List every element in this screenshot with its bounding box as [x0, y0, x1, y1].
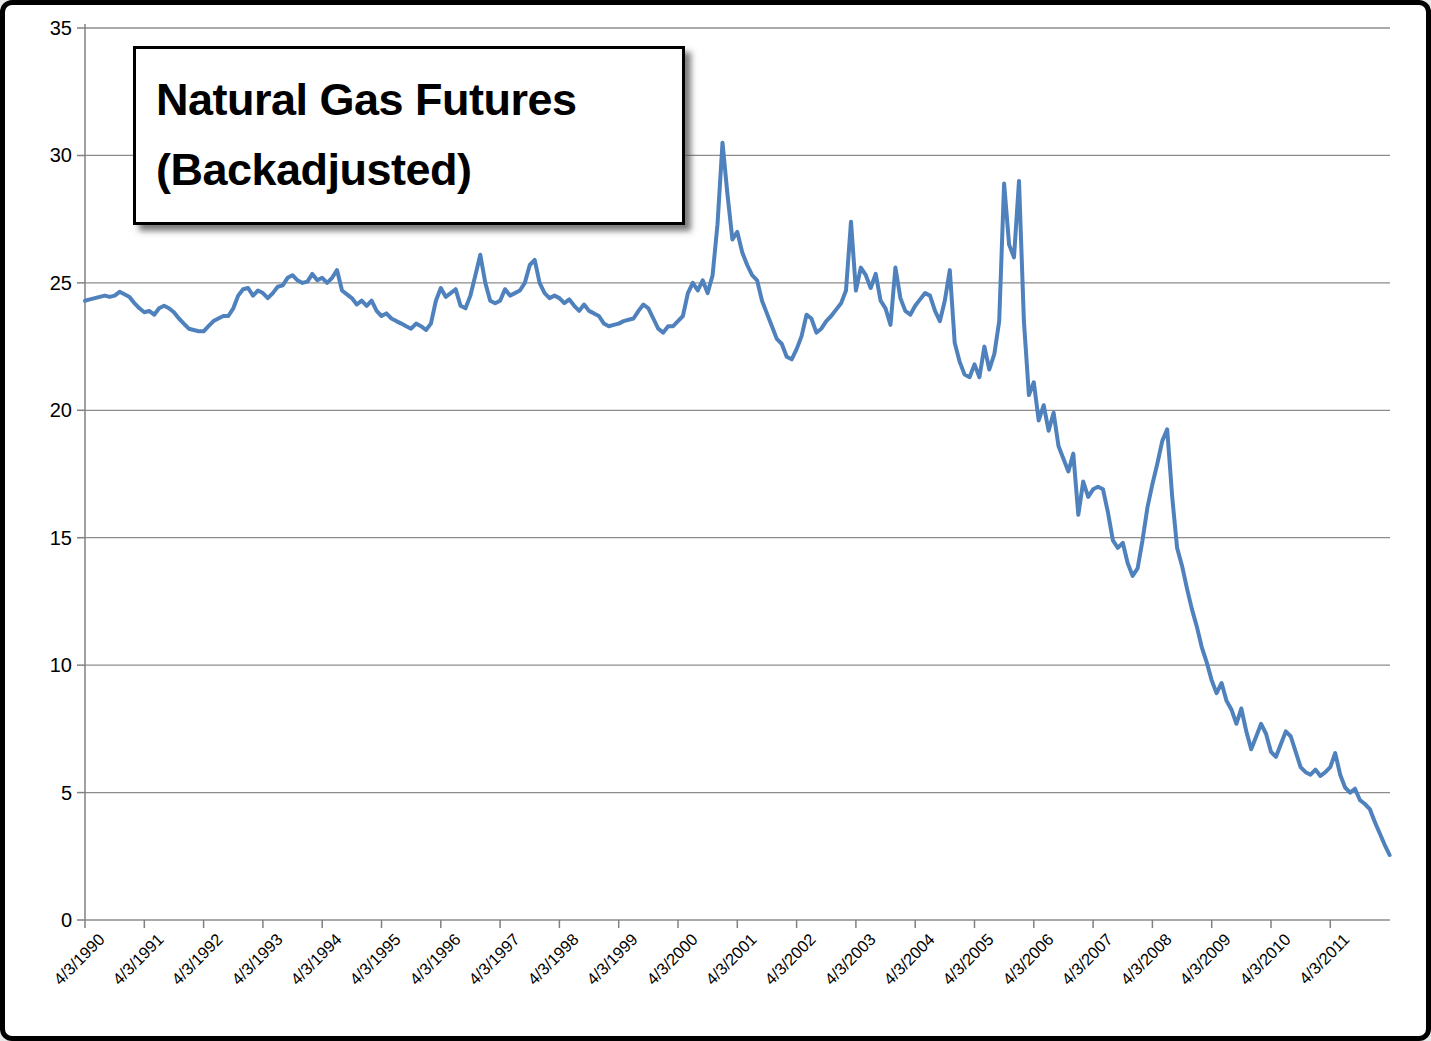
chart-canvas: 05101520253035 4/3/19904/3/19914/3/19924… [0, 0, 1431, 1041]
y-tick-label-15: 15 [14, 527, 72, 549]
chart-title-line1: Natural Gas Futures [156, 65, 682, 135]
y-tick-label-25: 25 [14, 272, 72, 294]
chart-title-box: Natural Gas Futures (Backadjusted) [133, 46, 685, 225]
y-tick-label-35: 35 [14, 17, 72, 39]
y-tick-label-20: 20 [14, 399, 72, 421]
y-tick-label-30: 30 [14, 144, 72, 166]
y-tick-label-5: 5 [14, 782, 72, 804]
y-tick-label-0: 0 [14, 909, 72, 931]
chart-title-line2: (Backadjusted) [156, 135, 682, 205]
price-line [85, 143, 1390, 855]
y-tick-label-10: 10 [14, 654, 72, 676]
